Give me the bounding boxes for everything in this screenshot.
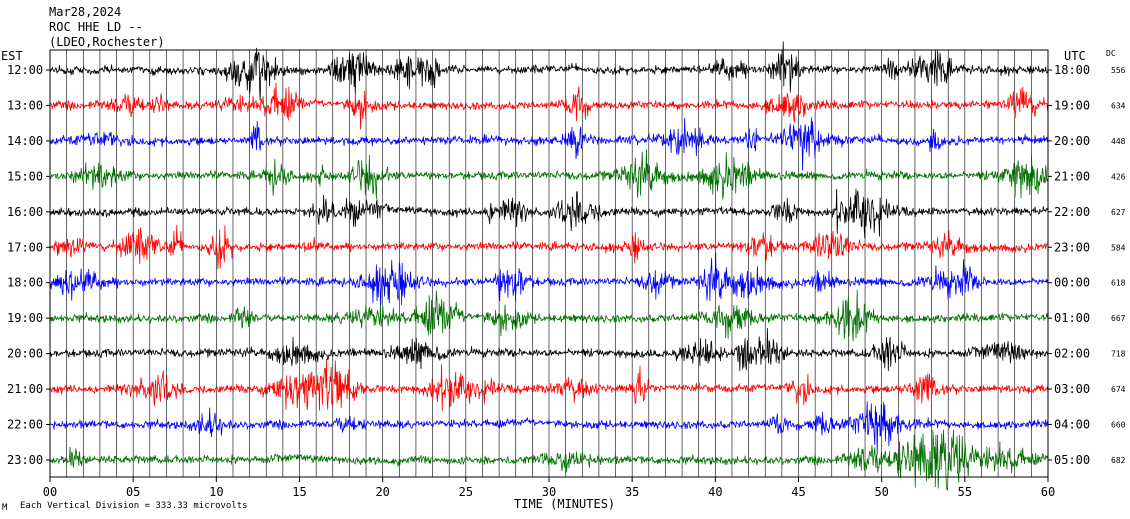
trace-row-1900 <box>49 289 1049 342</box>
row-dc-value: 674 <box>1111 385 1126 394</box>
row-label-utc: 02:00 <box>1054 347 1090 361</box>
row-label-utc: 22:00 <box>1054 205 1090 219</box>
x-tick-label: 40 <box>708 485 722 499</box>
trace-row-1300 <box>49 82 1049 130</box>
row-label-est: 22:00 <box>7 418 43 432</box>
row-label-est: 17:00 <box>7 240 43 254</box>
x-tick-label: 35 <box>625 485 639 499</box>
x-tick-label: 10 <box>209 485 223 499</box>
grid-layer <box>66 50 1032 477</box>
row-label-utc: 19:00 <box>1054 98 1090 112</box>
row-label-est: 19:00 <box>7 311 43 325</box>
row-label-utc: 18:00 <box>1054 63 1090 77</box>
row-label-est: 20:00 <box>7 347 43 361</box>
trace-row-1400 <box>49 117 1049 171</box>
row-label-est: 16:00 <box>7 205 43 219</box>
row-dc-value: 584 <box>1111 243 1126 252</box>
label-layer: 00 05 10 15 20 25 30 35 40 45 50 55 60 12:00 18:00 556 1… <box>7 63 1126 499</box>
trace-row-1800 <box>49 252 1049 311</box>
trace-layer <box>49 41 1049 491</box>
row-dc-value: 634 <box>1111 101 1126 110</box>
x-tick-label: 05 <box>126 485 140 499</box>
row-dc-value: 667 <box>1111 314 1126 323</box>
header-station: ROC HHE LD -- <box>49 20 143 34</box>
trace-row-2100 <box>49 358 1049 412</box>
trace-row-1700 <box>49 224 1049 270</box>
dc-header: DC <box>1106 49 1116 58</box>
row-dc-value: 682 <box>1111 456 1126 465</box>
x-tick-label: 45 <box>791 485 805 499</box>
footer-scale-note: Each Vertical Division = 333.33 microvol… <box>20 501 248 511</box>
row-dc-value: 448 <box>1111 137 1126 146</box>
trace-row-1600 <box>49 188 1049 239</box>
row-label-est: 13:00 <box>7 98 43 112</box>
trace-row-2200 <box>49 401 1049 455</box>
row-dc-value: 718 <box>1111 350 1126 359</box>
row-label-est: 14:00 <box>7 134 43 148</box>
row-label-utc: 20:00 <box>1054 134 1090 148</box>
x-tick-label: 50 <box>874 485 888 499</box>
row-label-est: 18:00 <box>7 276 43 290</box>
header-network: (LDEO,Rochester) <box>49 35 165 49</box>
row-label-utc: 00:00 <box>1054 276 1090 290</box>
right-timezone-label: UTC <box>1064 49 1086 63</box>
row-dc-value: 426 <box>1111 172 1126 181</box>
left-timezone-label: EST <box>1 49 23 63</box>
x-tick-label: 30 <box>542 485 556 499</box>
row-label-est: 15:00 <box>7 169 43 183</box>
row-label-est: 21:00 <box>7 382 43 396</box>
x-tick-label: 55 <box>958 485 972 499</box>
trace-row-1200 <box>49 41 1049 101</box>
x-tick-label: 20 <box>375 485 389 499</box>
x-tick-label: 15 <box>292 485 306 499</box>
x-axis-label: TIME (MINUTES) <box>514 497 615 511</box>
row-label-est: 23:00 <box>7 453 43 467</box>
footer-marker: M <box>2 503 8 513</box>
x-tick-label: 60 <box>1041 485 1055 499</box>
header-date: Mar28,2024 <box>49 5 121 19</box>
trace-row-1500 <box>49 149 1049 200</box>
row-dc-value: 556 <box>1111 66 1126 75</box>
row-dc-value: 618 <box>1111 279 1126 288</box>
row-label-utc: 01:00 <box>1054 311 1090 325</box>
row-label-utc: 03:00 <box>1054 382 1090 396</box>
row-label-utc: 05:00 <box>1054 453 1090 467</box>
row-label-utc: 21:00 <box>1054 169 1090 183</box>
row-dc-value: 660 <box>1111 421 1126 430</box>
row-label-utc: 04:00 <box>1054 418 1090 432</box>
trace-row-2300 <box>49 429 1049 491</box>
row-dc-value: 627 <box>1111 208 1126 217</box>
row-label-est: 12:00 <box>7 63 43 77</box>
x-tick-label: 25 <box>459 485 473 499</box>
x-tick-label: 00 <box>43 485 57 499</box>
row-label-utc: 23:00 <box>1054 240 1090 254</box>
trace-row-2000 <box>49 327 1049 372</box>
